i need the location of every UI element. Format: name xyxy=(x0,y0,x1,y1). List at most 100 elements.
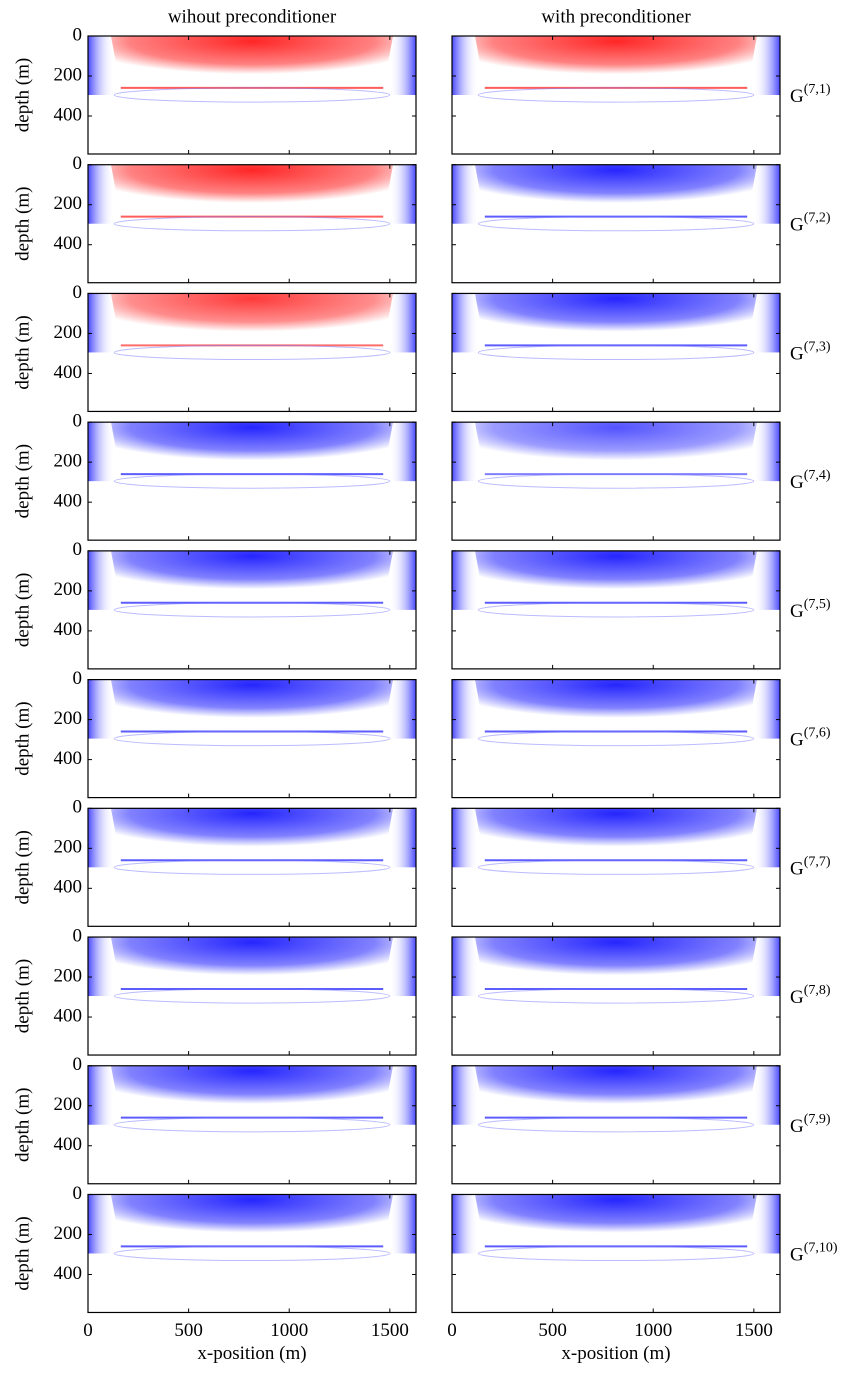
row-label: G(7,6) xyxy=(790,726,831,751)
y-tick-label: 0 xyxy=(73,539,83,560)
frame xyxy=(87,550,417,670)
y-tick-label: 200 xyxy=(54,708,83,729)
row-label-sup: (7,5) xyxy=(804,597,831,612)
frame xyxy=(87,1193,417,1314)
y-tick-label: 400 xyxy=(54,748,83,769)
ripple xyxy=(113,87,391,103)
row-label-sup: (7,7) xyxy=(804,855,831,870)
field-edges xyxy=(452,679,780,739)
row-label-sup: (7,4) xyxy=(804,468,831,483)
y-axis-label: depth (m) xyxy=(12,701,33,775)
y-tick-label: 200 xyxy=(54,1094,83,1115)
x-tick-label: 500 xyxy=(538,1320,567,1341)
x-tick-label: 1000 xyxy=(270,1320,308,1341)
ripple xyxy=(113,988,391,1004)
frame xyxy=(451,292,781,413)
frame xyxy=(451,550,781,670)
frame xyxy=(451,807,781,927)
y-tick-label: 0 xyxy=(73,282,83,303)
x-tick-label: 0 xyxy=(447,1320,457,1341)
y-tick-label: 0 xyxy=(73,925,83,946)
field-edges xyxy=(88,1194,416,1254)
y-tick-label: 0 xyxy=(73,668,83,689)
y-tick-label: 200 xyxy=(54,193,83,214)
row-label-base: G xyxy=(790,601,804,622)
y-tick-label: 400 xyxy=(54,362,83,383)
y-axis-label: depth (m) xyxy=(12,58,33,132)
x-tick-label: 1500 xyxy=(735,1320,773,1341)
y-tick-label: 200 xyxy=(54,1223,83,1244)
x-tick-label: 0 xyxy=(83,1320,93,1341)
y-axis-label: depth (m) xyxy=(12,1216,33,1290)
field-edges xyxy=(88,679,416,739)
field-edges xyxy=(88,36,416,95)
field-edges xyxy=(452,1194,780,1254)
field-edges xyxy=(88,1065,416,1125)
y-tick-label: 400 xyxy=(54,1263,83,1284)
ripple xyxy=(477,988,755,1004)
y-tick-label: 200 xyxy=(54,64,83,85)
field-edges xyxy=(452,937,780,997)
ripple xyxy=(113,473,391,489)
frame xyxy=(87,292,417,413)
ripple xyxy=(113,602,391,618)
ripple xyxy=(113,1245,391,1262)
row-label-sup: (7,2) xyxy=(804,211,831,226)
frame xyxy=(451,1193,781,1314)
frame xyxy=(87,936,417,1056)
ripple xyxy=(477,859,755,875)
y-axis-label: depth (m) xyxy=(12,444,33,518)
row-label: G(7,7) xyxy=(790,855,831,880)
y-tick-label: 0 xyxy=(73,24,83,45)
ripple xyxy=(477,602,755,618)
y-tick-label: 400 xyxy=(54,1134,83,1155)
field-edges xyxy=(452,422,780,482)
row-label: G(7,4) xyxy=(790,468,831,493)
y-tick-label: 0 xyxy=(73,153,83,174)
row-label-sup: (7,1) xyxy=(804,82,831,97)
ripple xyxy=(477,87,755,103)
y-axis-label: depth (m) xyxy=(12,573,33,647)
field-edges xyxy=(88,808,416,868)
ripple xyxy=(113,1117,391,1133)
frame xyxy=(87,678,417,799)
row-label-base: G xyxy=(790,1245,804,1266)
ripple xyxy=(477,1245,755,1262)
y-tick-label: 400 xyxy=(54,1005,83,1026)
frame xyxy=(87,1065,417,1185)
frame xyxy=(451,1065,781,1185)
row-label: G(7,3) xyxy=(790,340,831,365)
y-tick-label: 0 xyxy=(73,1054,83,1075)
field-edges xyxy=(88,422,416,482)
y-tick-label: 400 xyxy=(54,233,83,254)
field-edges xyxy=(88,937,416,997)
field-edges xyxy=(88,164,416,224)
y-axis-label: depth (m) xyxy=(12,1088,33,1162)
row-label: G(7,9) xyxy=(790,1112,831,1137)
row-label: G(7,2) xyxy=(790,211,831,236)
frame xyxy=(87,164,417,284)
row-label-base: G xyxy=(790,1116,804,1137)
ripple xyxy=(477,344,755,361)
x-axis-label: x-position (m) xyxy=(197,1343,306,1364)
row-label-base: G xyxy=(790,859,804,880)
y-axis-label: depth (m) xyxy=(12,187,33,261)
y-tick-label: 0 xyxy=(73,797,83,818)
row-label: G(7,8) xyxy=(790,983,831,1008)
field-edges xyxy=(452,808,780,868)
row-label: G(7,5) xyxy=(790,597,831,622)
y-axis-label: depth (m) xyxy=(12,959,33,1033)
frame xyxy=(87,35,417,155)
y-tick-label: 200 xyxy=(54,322,83,343)
panel-title: with preconditioner xyxy=(541,6,691,27)
row-label-base: G xyxy=(790,730,804,751)
x-tick-label: 500 xyxy=(174,1320,203,1341)
field-edges xyxy=(452,36,780,95)
ripple xyxy=(477,473,755,489)
y-axis-label: depth (m) xyxy=(12,315,33,389)
frame xyxy=(87,421,417,541)
ripple xyxy=(477,216,755,232)
frame xyxy=(451,164,781,284)
ripple xyxy=(113,731,391,747)
